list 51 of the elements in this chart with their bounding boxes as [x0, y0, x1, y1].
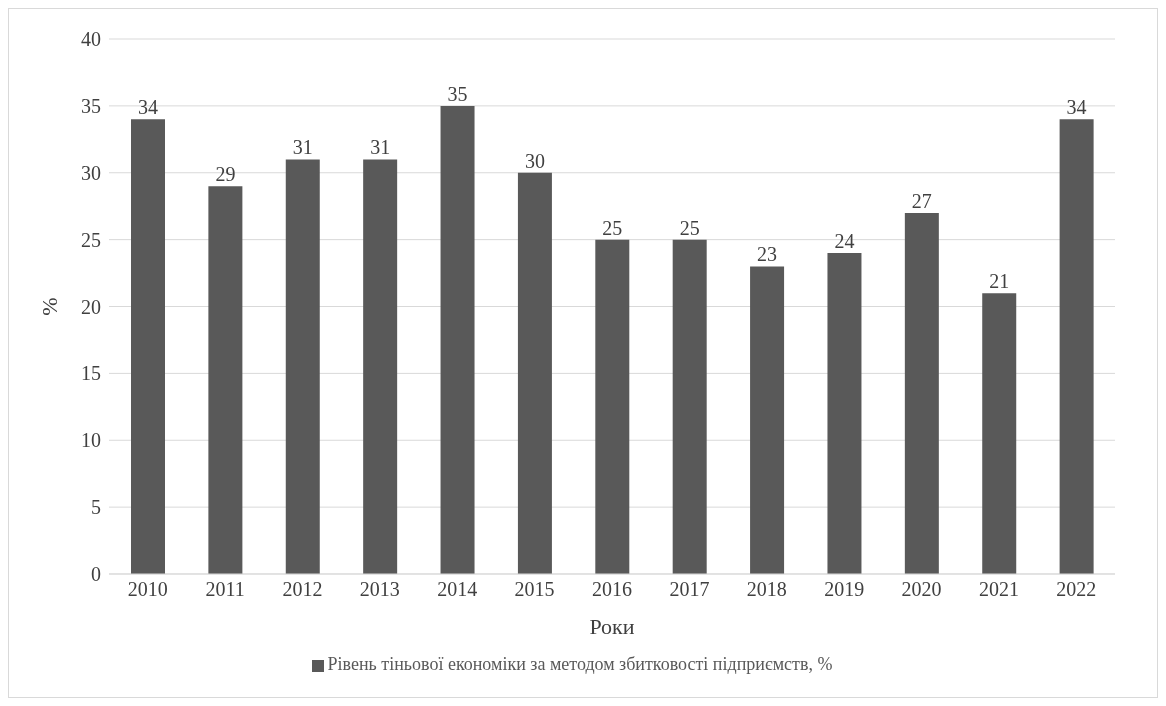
- x-tick-label: 2020: [901, 578, 942, 601]
- bar: [750, 266, 785, 574]
- data-label: 31: [292, 136, 313, 159]
- data-label: 21: [989, 270, 1010, 293]
- x-tick-label: 2015: [514, 578, 555, 601]
- x-tick-label: 2017: [669, 578, 710, 601]
- data-label: 31: [370, 136, 391, 159]
- y-tick-label: 40: [81, 28, 101, 51]
- data-label: 25: [679, 216, 700, 239]
- x-tick-label: 2014: [437, 578, 478, 601]
- bar: [440, 105, 475, 574]
- y-tick-label: 15: [81, 362, 101, 385]
- y-axis-title: %: [36, 297, 62, 316]
- x-tick-label: 2013: [359, 578, 400, 601]
- y-tick-label: 30: [81, 161, 101, 184]
- data-label: 30: [524, 149, 545, 172]
- data-label: 34: [138, 96, 158, 119]
- x-tick-label: 2021: [978, 578, 1019, 601]
- bar: [904, 212, 939, 574]
- x-tick-label: 2018: [746, 578, 787, 601]
- bar: [208, 186, 243, 574]
- bar: [363, 159, 398, 574]
- data-label: 23: [757, 243, 778, 266]
- x-tick-label: 2012: [282, 578, 323, 601]
- data-label: 29: [215, 163, 236, 186]
- y-tick-label: 20: [81, 295, 101, 318]
- bar: [285, 159, 320, 574]
- x-tick-label: 2022: [1056, 578, 1097, 601]
- y-tick-label: 35: [81, 94, 101, 117]
- bar: [672, 239, 707, 574]
- x-axis-title: Роки: [589, 614, 635, 639]
- y-tick-label: 25: [81, 228, 101, 251]
- x-tick-label: 2010: [127, 578, 168, 601]
- x-tick-label: 2016: [592, 578, 632, 601]
- x-tick-label: 2019: [824, 578, 865, 601]
- bar: [595, 239, 630, 574]
- data-label: 24: [834, 230, 855, 252]
- bar: [982, 293, 1017, 574]
- data-label: 27: [911, 189, 932, 212]
- bar: [517, 172, 552, 574]
- bar: [131, 119, 165, 574]
- data-label: 34: [1066, 96, 1087, 119]
- y-tick-label: 0: [91, 563, 101, 586]
- y-tick-label: 10: [81, 429, 101, 452]
- bar: [827, 253, 862, 574]
- data-label: 25: [602, 216, 623, 239]
- x-tick-label: 2011: [205, 578, 245, 601]
- legend-label: Рівень тіньової економіки за методом збитковості підприємств, %: [327, 654, 833, 674]
- data-label: 35: [447, 82, 468, 105]
- y-tick-label: 5: [91, 496, 101, 519]
- bar: [1059, 119, 1094, 574]
